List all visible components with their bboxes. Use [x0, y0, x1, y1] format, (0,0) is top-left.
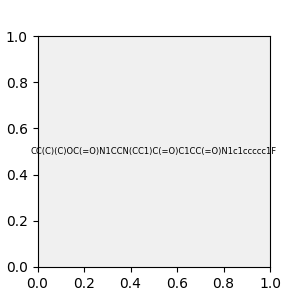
Text: CC(C)(C)OC(=O)N1CCN(CC1)C(=O)C1CC(=O)N1c1ccccc1F: CC(C)(C)OC(=O)N1CCN(CC1)C(=O)C1CC(=O)N1c… — [31, 147, 277, 156]
